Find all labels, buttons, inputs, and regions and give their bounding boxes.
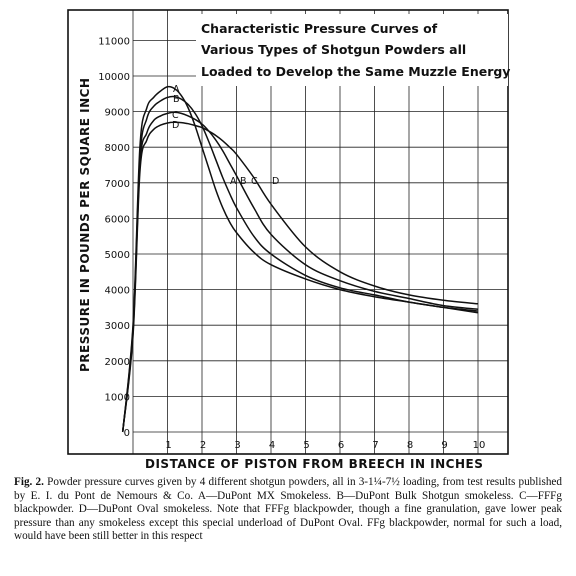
y-tick-label: 3000 — [105, 321, 130, 332]
x-tick-label: 9 — [441, 440, 447, 451]
y-tick-label: 6000 — [105, 214, 130, 225]
x-tick-labels: 1 2 3 4 5 6 7 8 9 10 — [165, 440, 485, 451]
pressure-curve-c — [121, 111, 479, 433]
pressure-curve-d — [121, 121, 479, 433]
y-tick-label: 7000 — [105, 179, 130, 190]
curve-end-label-a: A — [230, 176, 237, 187]
x-tick-label: 3 — [234, 440, 240, 451]
x-tick-label: 7 — [372, 440, 378, 451]
y-tick-label: 1000 — [105, 392, 130, 403]
x-tick-label: 10 — [473, 440, 486, 451]
y-tick-label: 4000 — [105, 286, 130, 297]
plot-frame — [67, 9, 509, 455]
peak-label-d: D — [172, 120, 179, 131]
peak-label-b: B — [173, 94, 180, 105]
y-tick-label: 8000 — [105, 143, 130, 154]
chart-title-line-3: Loaded to Develop the Same Muzzle Energy — [201, 64, 510, 79]
pressure-curve-a — [121, 85, 479, 433]
y-axis-label: PRESSURE IN POUNDS PER SQUARE INCH — [78, 78, 92, 372]
x-tick-label: 6 — [338, 440, 344, 451]
x-axis-label: DISTANCE OF PISTON FROM BREECH IN INCHES — [145, 457, 483, 471]
y-tick-label: 5000 — [105, 250, 130, 261]
caption-text: Powder pressure curves given by 4 differ… — [14, 476, 562, 543]
x-tick-label: 2 — [200, 440, 206, 451]
y-tick-label: 11000 — [98, 36, 130, 47]
y-tick-labels: 0 1000 2000 3000 4000 5000 6000 7000 8000 9000 100… — [98, 36, 130, 439]
y-tick-label: 10000 — [98, 72, 130, 83]
figure-caption: Fig. 2. Powder pressure curves given by … — [14, 476, 562, 544]
y-tick-label: 2000 — [105, 357, 130, 368]
x-tick-label: 5 — [303, 440, 309, 451]
y-tick-label: 0 — [124, 428, 130, 439]
title-background — [196, 14, 508, 86]
peak-label-a: A — [173, 84, 180, 95]
figure-label: Fig. 2. — [14, 476, 44, 488]
y-tick-label: 9000 — [105, 108, 130, 119]
pressure-curve-b — [121, 95, 479, 433]
curve-end-label-c: C — [251, 176, 258, 187]
chart-title-line-1: Characteristic Pressure Curves of — [201, 21, 438, 36]
chart-title-line-2: Various Types of Shotgun Powders all — [201, 42, 466, 57]
curve-end-label-d: D — [272, 176, 279, 187]
x-tick-label: 1 — [165, 440, 171, 451]
x-tick-label: 8 — [407, 440, 413, 451]
peak-label-c: C — [172, 110, 179, 121]
curves — [121, 85, 479, 433]
curve-end-label-b: B — [240, 176, 247, 187]
x-tick-label: 4 — [269, 440, 275, 451]
